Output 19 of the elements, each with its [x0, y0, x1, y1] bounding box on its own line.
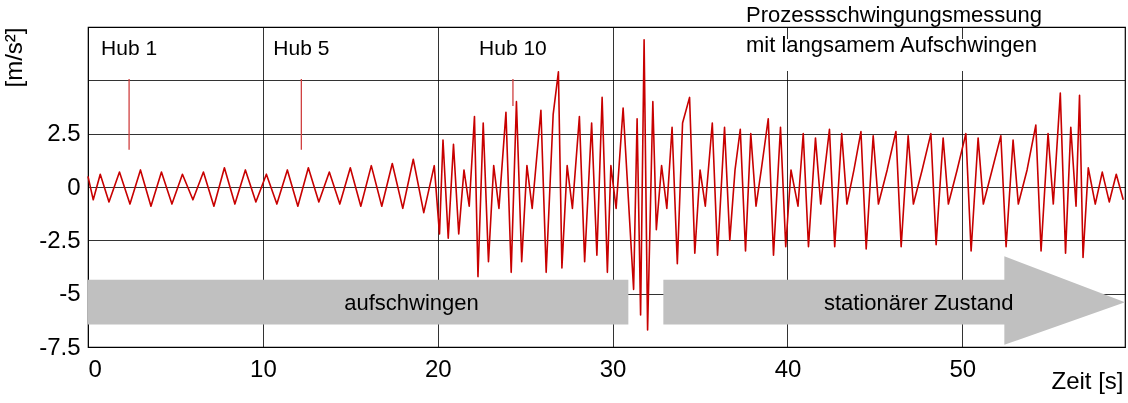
y-tick-label: -2.5: [39, 225, 81, 253]
x-axis-title: Zeit [s]: [1051, 366, 1124, 394]
x-tick-label: 10: [250, 354, 277, 382]
annotation: Hub 1: [101, 36, 158, 59]
x-tick-label: 0: [88, 354, 102, 382]
annotation: Hub 5: [273, 36, 330, 59]
y-axis-title: [m/s²]: [0, 27, 28, 88]
chart-title: Prozessschwingungsmessung mit langsamem Aufschwingen: [746, 2, 1042, 57]
y-tick-label: 0: [67, 172, 81, 200]
annotation: stationärer Zustand: [823, 290, 1014, 316]
y-tick-label: -5: [59, 279, 81, 307]
y-tick-label: 2.5: [47, 119, 81, 147]
x-tick-label: 20: [424, 354, 452, 382]
y-tick-label: -7.5: [39, 332, 81, 360]
annotation: Hub 10: [479, 36, 547, 59]
x-tick-label: 30: [599, 354, 627, 382]
x-tick-label: 50: [949, 354, 977, 382]
annotation: aufschwingen: [344, 290, 479, 316]
x-tick-label: 40: [774, 354, 802, 382]
